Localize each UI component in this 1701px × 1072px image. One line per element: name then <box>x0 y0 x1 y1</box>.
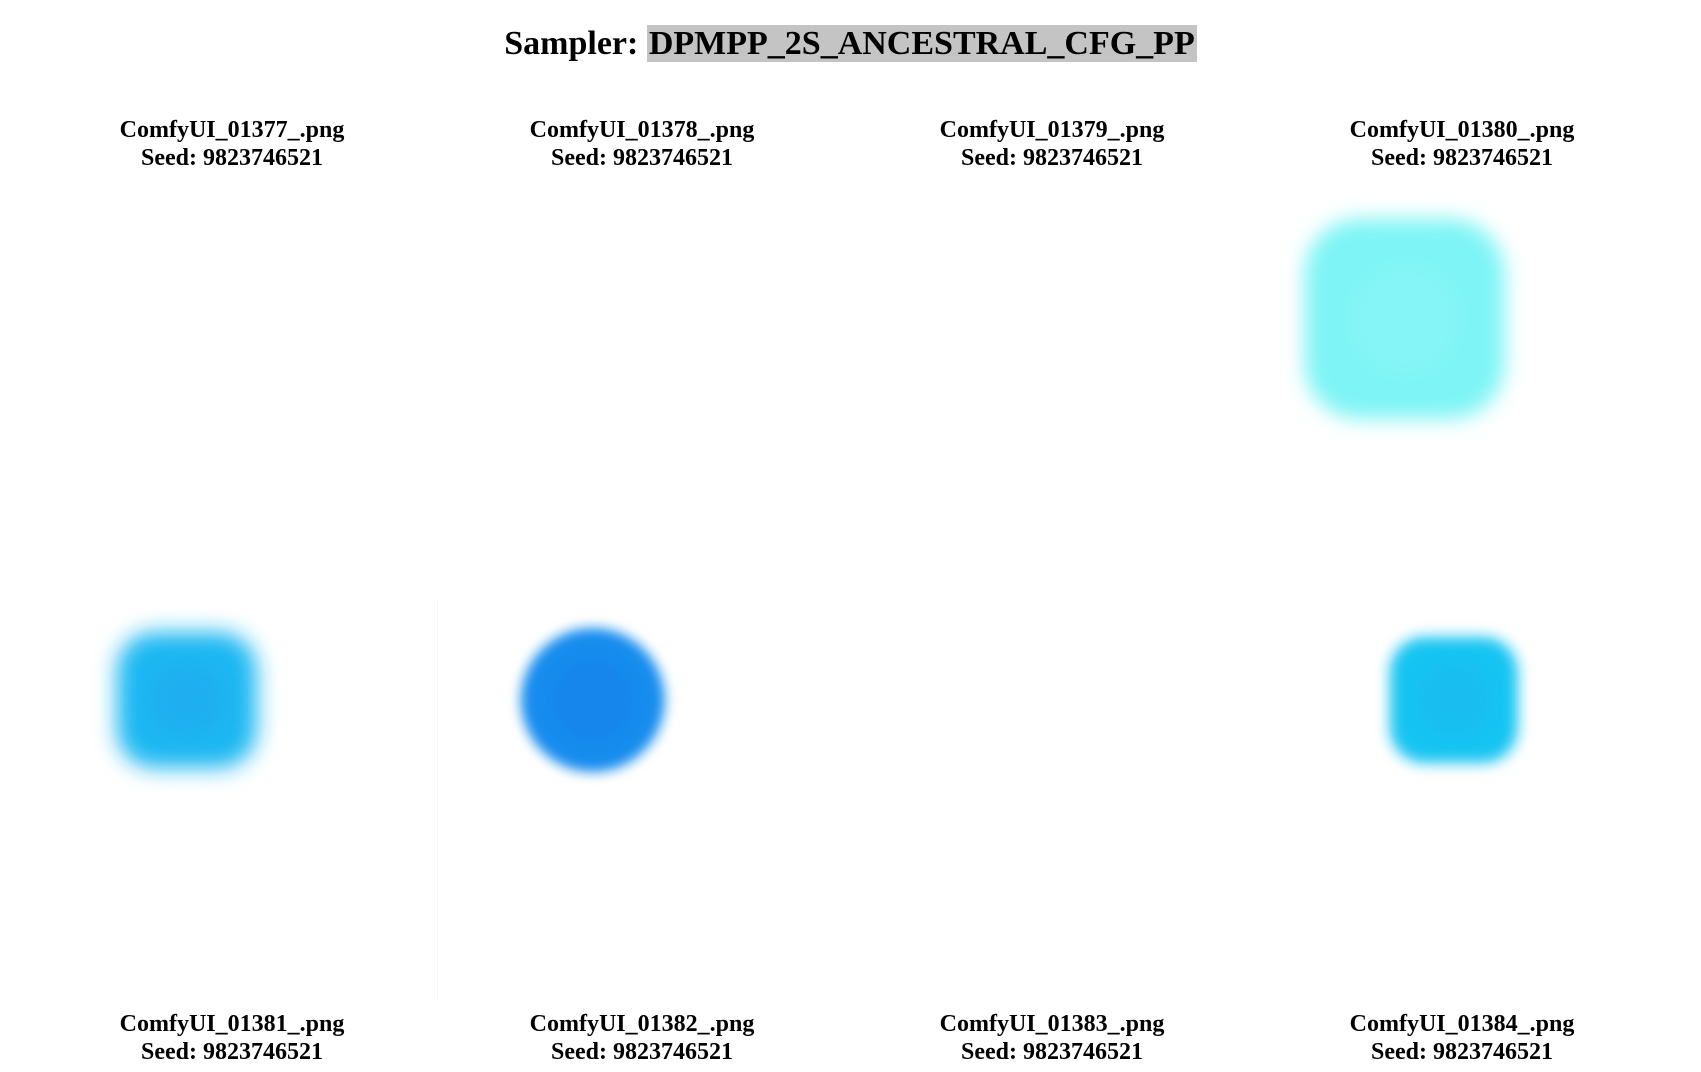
image-filename: ComfyUI_01384_.png <box>1349 1011 1575 1037</box>
image-filename: ComfyUI_01377_.png <box>119 117 345 143</box>
page-title: Sampler: DPMPP_2S_ANCESTRAL_CFG_PP <box>0 22 1701 66</box>
image-caption: ComfyUI_01382_.png Seed: 9823746521 <box>437 1010 847 1066</box>
image-caption: ComfyUI_01381_.png Seed: 9823746521 <box>27 1010 437 1066</box>
image-seed: Seed: 9823746521 <box>551 145 733 171</box>
image-filename: ComfyUI_01382_.png <box>529 1011 755 1037</box>
image-seed: Seed: 9823746521 <box>961 145 1143 171</box>
image-seed: Seed: 9823746521 <box>961 1039 1143 1065</box>
color-blob-core <box>553 660 633 740</box>
image-card-5 <box>27 520 437 920</box>
image-caption: ComfyUI_01383_.png Seed: 9823746521 <box>847 1010 1257 1066</box>
image-caption: ComfyUI_01378_.png Seed: 9823746521 <box>437 116 847 172</box>
generated-image[interactable] <box>1257 176 1667 516</box>
image-seed: Seed: 9823746521 <box>551 1039 733 1065</box>
blob-render <box>1389 637 1518 763</box>
sampler-name-highlight: DPMPP_2S_ANCESTRAL_CFG_PP <box>646 25 1197 62</box>
image-seed: Seed: 9823746521 <box>1371 1039 1553 1065</box>
generated-image[interactable] <box>1257 520 1667 920</box>
generated-image[interactable] <box>847 520 1257 920</box>
image-filename: ComfyUI_01379_.png <box>939 117 1165 143</box>
blob-render <box>520 628 665 772</box>
color-blob-core <box>1349 263 1460 374</box>
title-prefix: Sampler: <box>504 25 647 62</box>
blob-render <box>116 632 257 768</box>
image-seed: Seed: 9823746521 <box>141 145 323 171</box>
image-card-8 <box>1257 520 1667 920</box>
column-divider <box>437 600 438 1000</box>
blob-render <box>1304 218 1505 419</box>
color-blob-core <box>148 662 226 738</box>
image-caption: ComfyUI_01379_.png Seed: 9823746521 <box>847 116 1257 172</box>
image-card-7 <box>847 520 1257 920</box>
image-card-1: ComfyUI_01377_.png Seed: 9823746521 <box>27 112 437 512</box>
image-caption: ComfyUI_01377_.png Seed: 9823746521 <box>27 116 437 172</box>
generated-image[interactable] <box>847 176 1257 516</box>
image-caption: ComfyUI_01380_.png Seed: 9823746521 <box>1257 116 1667 172</box>
generated-image[interactable] <box>437 176 847 516</box>
image-card-6 <box>437 520 847 920</box>
image-grid: ComfyUI_01377_.png Seed: 9823746521 Comf… <box>27 112 1667 920</box>
image-card-2: ComfyUI_01378_.png Seed: 9823746521 <box>437 112 847 512</box>
image-card-3: ComfyUI_01379_.png Seed: 9823746521 <box>847 112 1257 512</box>
image-filename: ComfyUI_01383_.png <box>939 1011 1165 1037</box>
color-blob-core <box>1418 665 1489 735</box>
image-seed: Seed: 9823746521 <box>141 1039 323 1065</box>
image-seed: Seed: 9823746521 <box>1371 145 1553 171</box>
image-filename: ComfyUI_01380_.png <box>1349 117 1575 143</box>
bottom-caption-row: ComfyUI_01381_.png Seed: 9823746521 Comf… <box>27 1010 1667 1066</box>
generated-image[interactable] <box>437 520 847 920</box>
image-card-4: ComfyUI_01380_.png Seed: 9823746521 <box>1257 112 1667 512</box>
generated-image[interactable] <box>27 176 437 516</box>
image-caption: ComfyUI_01384_.png Seed: 9823746521 <box>1257 1010 1667 1066</box>
generated-image[interactable] <box>27 520 437 920</box>
image-filename: ComfyUI_01378_.png <box>529 117 755 143</box>
image-filename: ComfyUI_01381_.png <box>119 1011 345 1037</box>
